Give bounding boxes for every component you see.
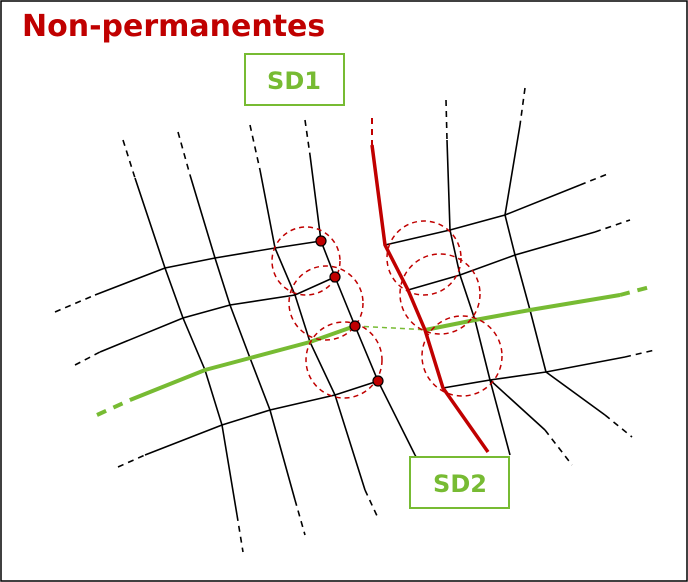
sd2-box	[409, 456, 510, 509]
title: Non-permanentes	[22, 9, 325, 44]
sd1-box	[244, 53, 345, 106]
left-grid	[54, 119, 436, 553]
right-grid	[370, 87, 656, 466]
sd1-label: SD1	[267, 67, 321, 95]
nodes	[315, 235, 384, 387]
fault-circles	[271, 220, 503, 399]
sd2-label: SD2	[433, 470, 487, 498]
